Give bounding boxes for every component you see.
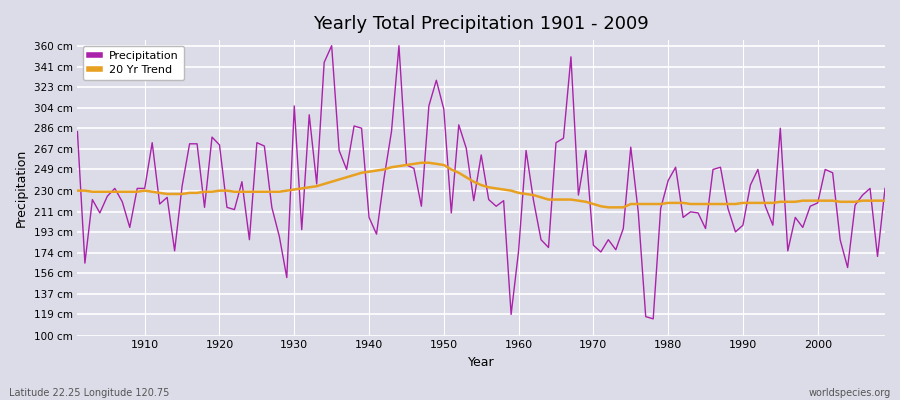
20 Yr Trend: [416, 160, 427, 165]
Line: Precipitation: Precipitation: [77, 46, 885, 319]
Precipitation: [72, 129, 83, 134]
20 Yr Trend: [521, 192, 532, 196]
Precipitation: [648, 316, 659, 321]
20 Yr Trend: [131, 189, 142, 194]
Precipitation: [521, 148, 532, 153]
20 Yr Trend: [603, 205, 614, 210]
20 Yr Trend: [618, 205, 629, 210]
Text: Latitude 22.25 Longitude 120.75: Latitude 22.25 Longitude 120.75: [9, 388, 169, 398]
20 Yr Trend: [513, 190, 524, 195]
20 Yr Trend: [341, 175, 352, 180]
Title: Yearly Total Precipitation 1901 - 2009: Yearly Total Precipitation 1901 - 2009: [313, 15, 649, 33]
Text: worldspecies.org: worldspecies.org: [809, 388, 891, 398]
Precipitation: [348, 124, 359, 128]
Precipitation: [610, 247, 621, 252]
Legend: Precipitation, 20 Yr Trend: Precipitation, 20 Yr Trend: [83, 46, 184, 80]
Precipitation: [879, 186, 890, 191]
Precipitation: [327, 43, 338, 48]
Y-axis label: Precipitation: Precipitation: [15, 149, 28, 227]
20 Yr Trend: [296, 186, 307, 191]
Line: 20 Yr Trend: 20 Yr Trend: [77, 163, 885, 207]
X-axis label: Year: Year: [468, 356, 494, 369]
20 Yr Trend: [879, 198, 890, 203]
Precipitation: [296, 227, 307, 232]
Precipitation: [131, 186, 142, 191]
Precipitation: [513, 248, 524, 253]
20 Yr Trend: [72, 188, 83, 193]
